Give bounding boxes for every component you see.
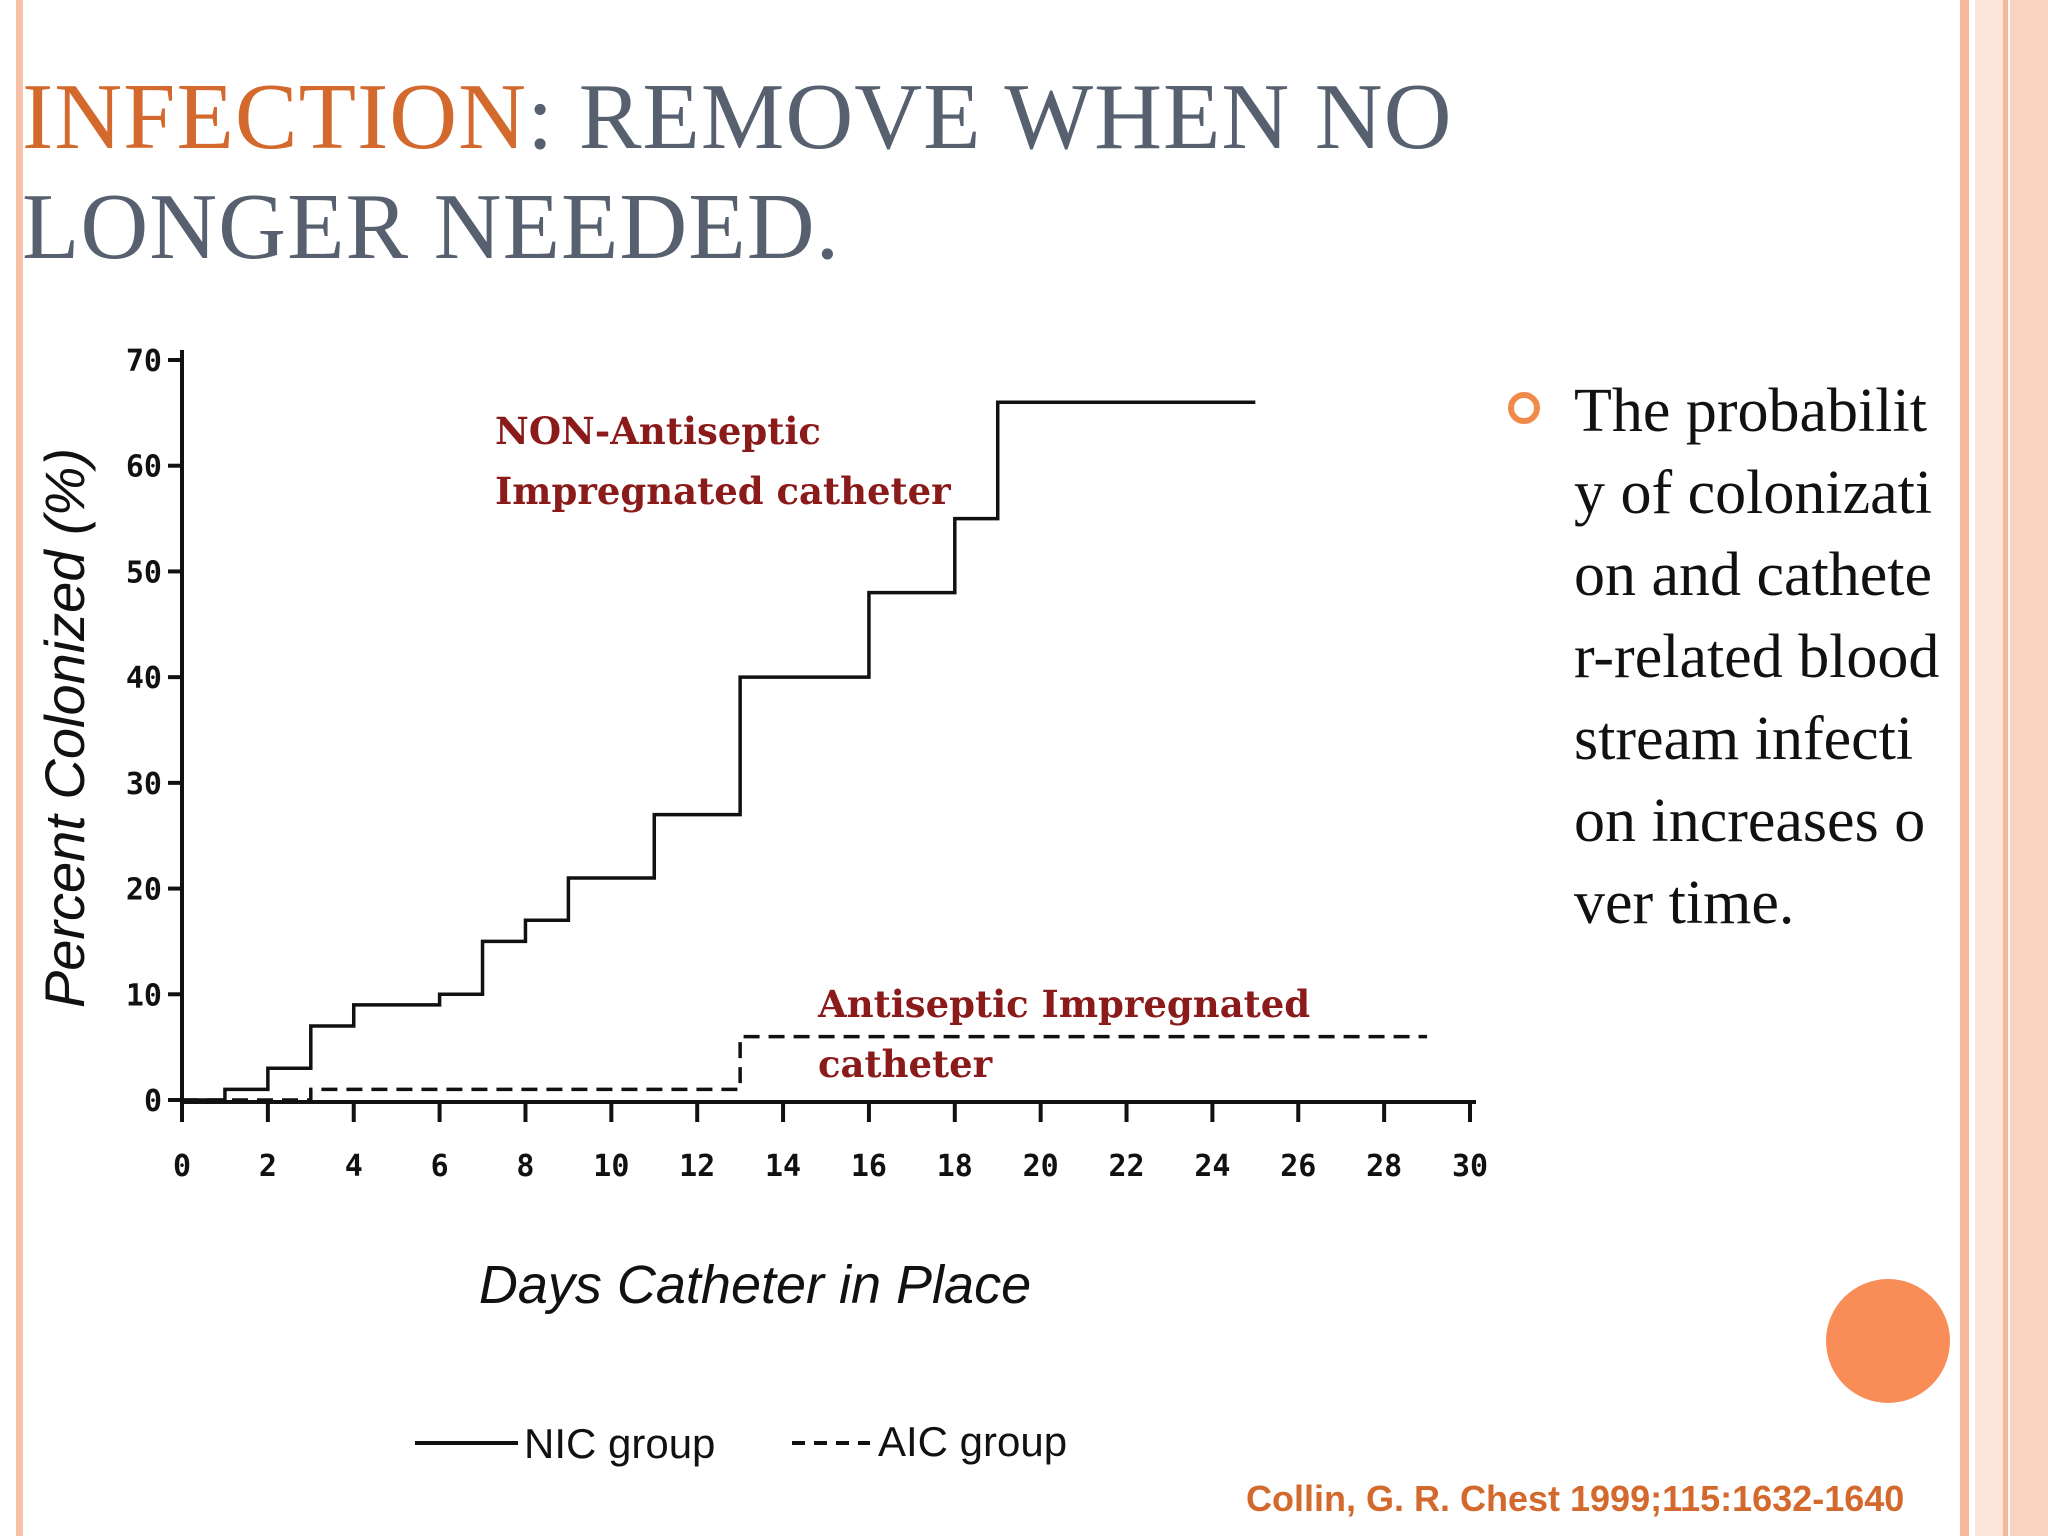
chart-legend: NIC group AIC group	[415, 1418, 1067, 1467]
citation: Collin, G. R. Chest 1999;115:1632-1640	[1246, 1478, 1905, 1519]
y-tick-label: 10	[126, 978, 162, 1013]
x-tick-label: 10	[593, 1149, 629, 1184]
x-tick-label: 20	[1023, 1149, 1059, 1184]
annotation-aic-line1: Antiseptic Impregnated	[817, 982, 1310, 1026]
x-tick-label: 30	[1452, 1149, 1488, 1184]
x-tick-label: 6	[431, 1149, 449, 1184]
slide-title: INFECTION: REMOVE WHEN NO LONGER NEEDED.	[22, 62, 1582, 282]
y-tick-label: 20	[126, 873, 162, 908]
x-tick-label: 18	[937, 1149, 973, 1184]
decorative-circle	[1826, 1279, 1950, 1403]
y-tick-label: 60	[126, 450, 162, 485]
y-tick-label: 70	[126, 344, 162, 379]
annotation-nic-line2: Impregnated catheter	[495, 469, 951, 513]
x-axis-label: Days Catheter in Place	[479, 1255, 1031, 1315]
series-nic-group	[182, 400, 1256, 1102]
title-rest: : REMOVE WHEN NO LONGER NEEDED.	[22, 65, 1453, 279]
x-tick-label: 12	[679, 1149, 715, 1184]
x-tick-label: 16	[851, 1149, 887, 1184]
x-tick-label: 28	[1366, 1149, 1402, 1184]
x-tick-label: 24	[1194, 1149, 1230, 1184]
x-tick-label: 22	[1108, 1149, 1144, 1184]
legend-label-nic: NIC group	[524, 1420, 715, 1467]
x-tick-label: 0	[173, 1149, 191, 1184]
y-tick-label: 40	[126, 661, 162, 696]
y-tick-label: 50	[126, 555, 162, 590]
x-tick-label: 14	[765, 1149, 801, 1184]
annotation-aic-line2: catheter	[818, 1042, 993, 1086]
left-stripe	[16, 0, 23, 1536]
y-tick-label: 0	[144, 1084, 162, 1119]
x-tick-label: 4	[345, 1149, 363, 1184]
bullet-ring-icon	[1508, 392, 1540, 424]
right-stripe-outer	[1960, 0, 1969, 1536]
series-aic-group	[182, 1034, 1428, 1102]
y-axis-label: Percent Colonized (%)	[33, 448, 96, 1008]
annotation-nic-line1: NON-Antiseptic	[495, 409, 821, 453]
right-stripe-wide	[2010, 0, 2048, 1536]
x-tick-label: 8	[516, 1149, 534, 1184]
bullet-text: The probability of colonization and cath…	[1574, 377, 1940, 937]
y-tick-label: 30	[126, 767, 162, 802]
x-tick-label: 26	[1280, 1149, 1316, 1184]
right-stripe-band	[1975, 0, 2003, 1536]
right-stripe-thin	[2003, 0, 2008, 1536]
colonization-chart: Percent Colonized (%) Days Catheter in P…	[33, 344, 1488, 1467]
legend-label-aic: AIC group	[878, 1418, 1067, 1465]
x-tick-label: 2	[259, 1149, 277, 1184]
title-accent: INFECTION	[22, 65, 528, 169]
